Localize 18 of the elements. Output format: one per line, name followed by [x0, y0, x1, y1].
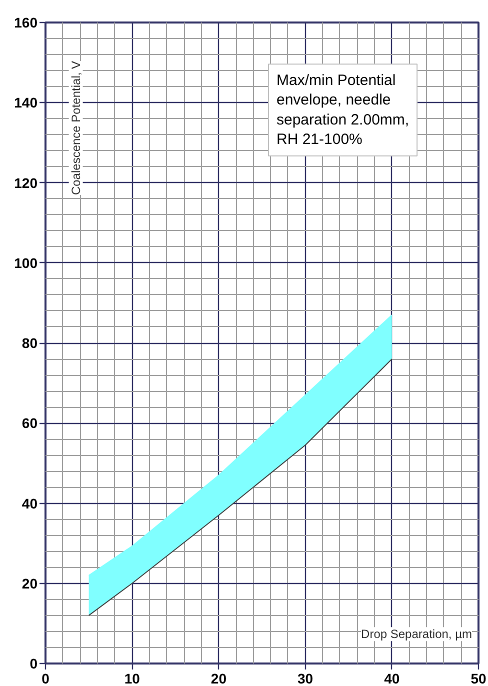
y-tick-label: 140 [14, 94, 38, 111]
y-tick-label: 160 [14, 14, 38, 30]
annotation: Max/min Potential envelope, needle separation 2.00mm, RH 21-100% [276, 72, 410, 148]
x-tick-label: 20 [210, 670, 227, 686]
x-tick-label: 10 [124, 670, 140, 686]
y-axis-title: Coalescence Potential, V [68, 60, 83, 196]
x-tick-label: 30 [298, 670, 314, 686]
x-tick-label: 0 [42, 670, 50, 686]
y-tick-label: 60 [22, 415, 38, 432]
y-tick-label: 120 [14, 174, 38, 191]
x-axis-title: Drop Separation, µm [361, 627, 472, 642]
x-tick-label: 50 [470, 670, 486, 686]
x-tick-label: 40 [384, 670, 400, 686]
y-tick-label: 0 [30, 656, 38, 672]
y-tick-label: 20 [22, 575, 38, 592]
y-tick-label: 40 [22, 495, 38, 512]
y-tick-label: 100 [14, 254, 38, 271]
y-tick-label: 80 [22, 335, 38, 351]
